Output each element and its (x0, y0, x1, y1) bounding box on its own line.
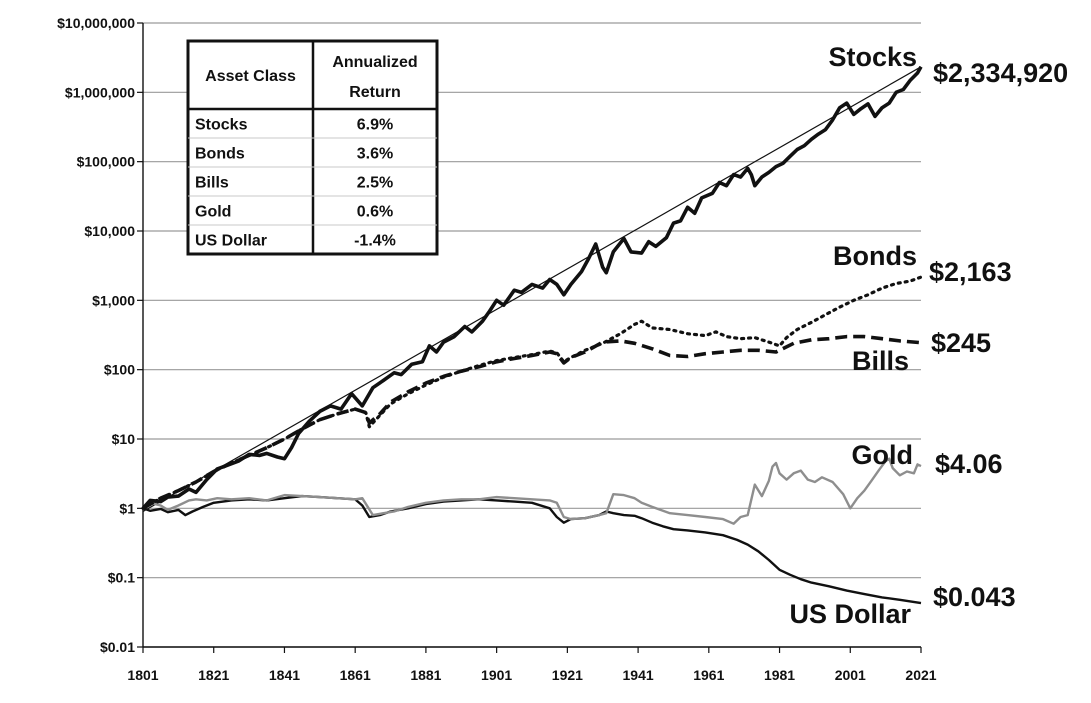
x-tick-label: 2001 (835, 667, 866, 683)
series-line-us-dollar (142, 494, 922, 605)
end-value-us-dollar: $0.043 (933, 582, 1016, 612)
y-tick-label: $1,000,000 (65, 84, 135, 100)
end-value-bonds: $2,163 (929, 257, 1012, 287)
table-cell-return: 6.9% (357, 117, 393, 134)
series-label-stocks: Stocks (828, 42, 917, 72)
table-cell-return: 2.5% (357, 175, 393, 192)
table-cell-asset: US Dollar (195, 233, 267, 250)
series-label-bills: Bills (852, 346, 909, 376)
x-tick-label: 1901 (481, 667, 512, 683)
table-cell-asset: Stocks (195, 117, 248, 134)
y-tick-label: $100 (104, 362, 135, 378)
x-tick-label: 2021 (905, 667, 936, 683)
end-value-gold: $4.06 (935, 449, 1003, 479)
y-tick-label: $10,000 (84, 223, 135, 239)
y-tick-label: $0.01 (100, 639, 135, 655)
series-line-stocks (141, 65, 923, 510)
x-tick-label: 1841 (269, 667, 300, 683)
x-axis-ticks: 1801 1821 1841 1861 1881 1901 1921 1941 1961 1981… (127, 667, 936, 683)
series-lines (141, 65, 923, 605)
y-tick-label: $0.1 (108, 570, 135, 586)
y-axis-ticks: $10,000,000 $1,000,000 $100,000 $10,000 $1,0… (57, 15, 135, 655)
x-tick-label: 1881 (410, 667, 441, 683)
table-header-annualized-return: Annualized Return (332, 54, 417, 101)
x-tick-label: 1821 (198, 667, 229, 683)
y-tick-label: $1 (119, 500, 135, 516)
series-label-gold: Gold (852, 440, 914, 470)
x-tick-label: 1801 (127, 667, 158, 683)
end-value-bills: $245 (931, 328, 991, 358)
table-header-asset-class: Asset Class (205, 68, 296, 85)
end-value-stocks: $2,334,920 (933, 58, 1068, 88)
series-line-bills (142, 334, 922, 510)
series-line-stocks-trend (142, 66, 922, 513)
series-label-us-dollar: US Dollar (789, 599, 911, 629)
series-label-bonds: Bonds (833, 241, 917, 271)
table-cell-asset: Bills (195, 175, 229, 192)
returns-table: Asset Class Annualized Return Stocks 6.9% Bon… (186, 39, 439, 256)
axes (137, 22, 922, 653)
table-cell-return: 0.6% (357, 204, 393, 221)
table-cell-return: -1.4% (354, 233, 396, 250)
x-tick-label: 1941 (623, 667, 654, 683)
series-line-gold (142, 457, 922, 525)
x-tick-label: 1921 (552, 667, 583, 683)
x-tick-label: 1861 (340, 667, 371, 683)
y-tick-label: $100,000 (77, 154, 136, 170)
y-tick-label: $1,000 (92, 292, 135, 308)
x-tick-label: 1961 (693, 667, 724, 683)
table-cell-asset: Gold (195, 204, 231, 221)
series-labels: Stocks $2,334,920 Bonds $2,163 Bills $245 Gold… (789, 42, 1068, 629)
x-tick-label: 1981 (764, 667, 795, 683)
table-cell-asset: Bonds (195, 146, 245, 163)
y-tick-label: $10 (112, 431, 136, 447)
table-cell-return: 3.6% (357, 146, 393, 163)
y-tick-label: $10,000,000 (57, 15, 135, 31)
